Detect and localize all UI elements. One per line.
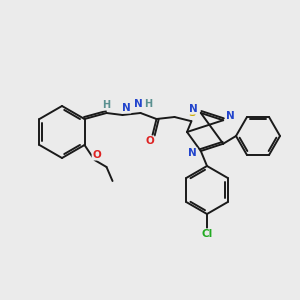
Text: N: N: [226, 111, 235, 121]
Text: N: N: [188, 148, 197, 158]
Text: S: S: [188, 108, 195, 118]
Text: N: N: [134, 99, 143, 109]
Text: N: N: [122, 103, 131, 113]
Text: O: O: [92, 150, 101, 160]
Text: O: O: [145, 136, 154, 146]
Text: Cl: Cl: [201, 229, 213, 239]
Text: H: H: [145, 99, 153, 109]
Text: N: N: [189, 104, 198, 114]
Text: H: H: [103, 100, 111, 110]
